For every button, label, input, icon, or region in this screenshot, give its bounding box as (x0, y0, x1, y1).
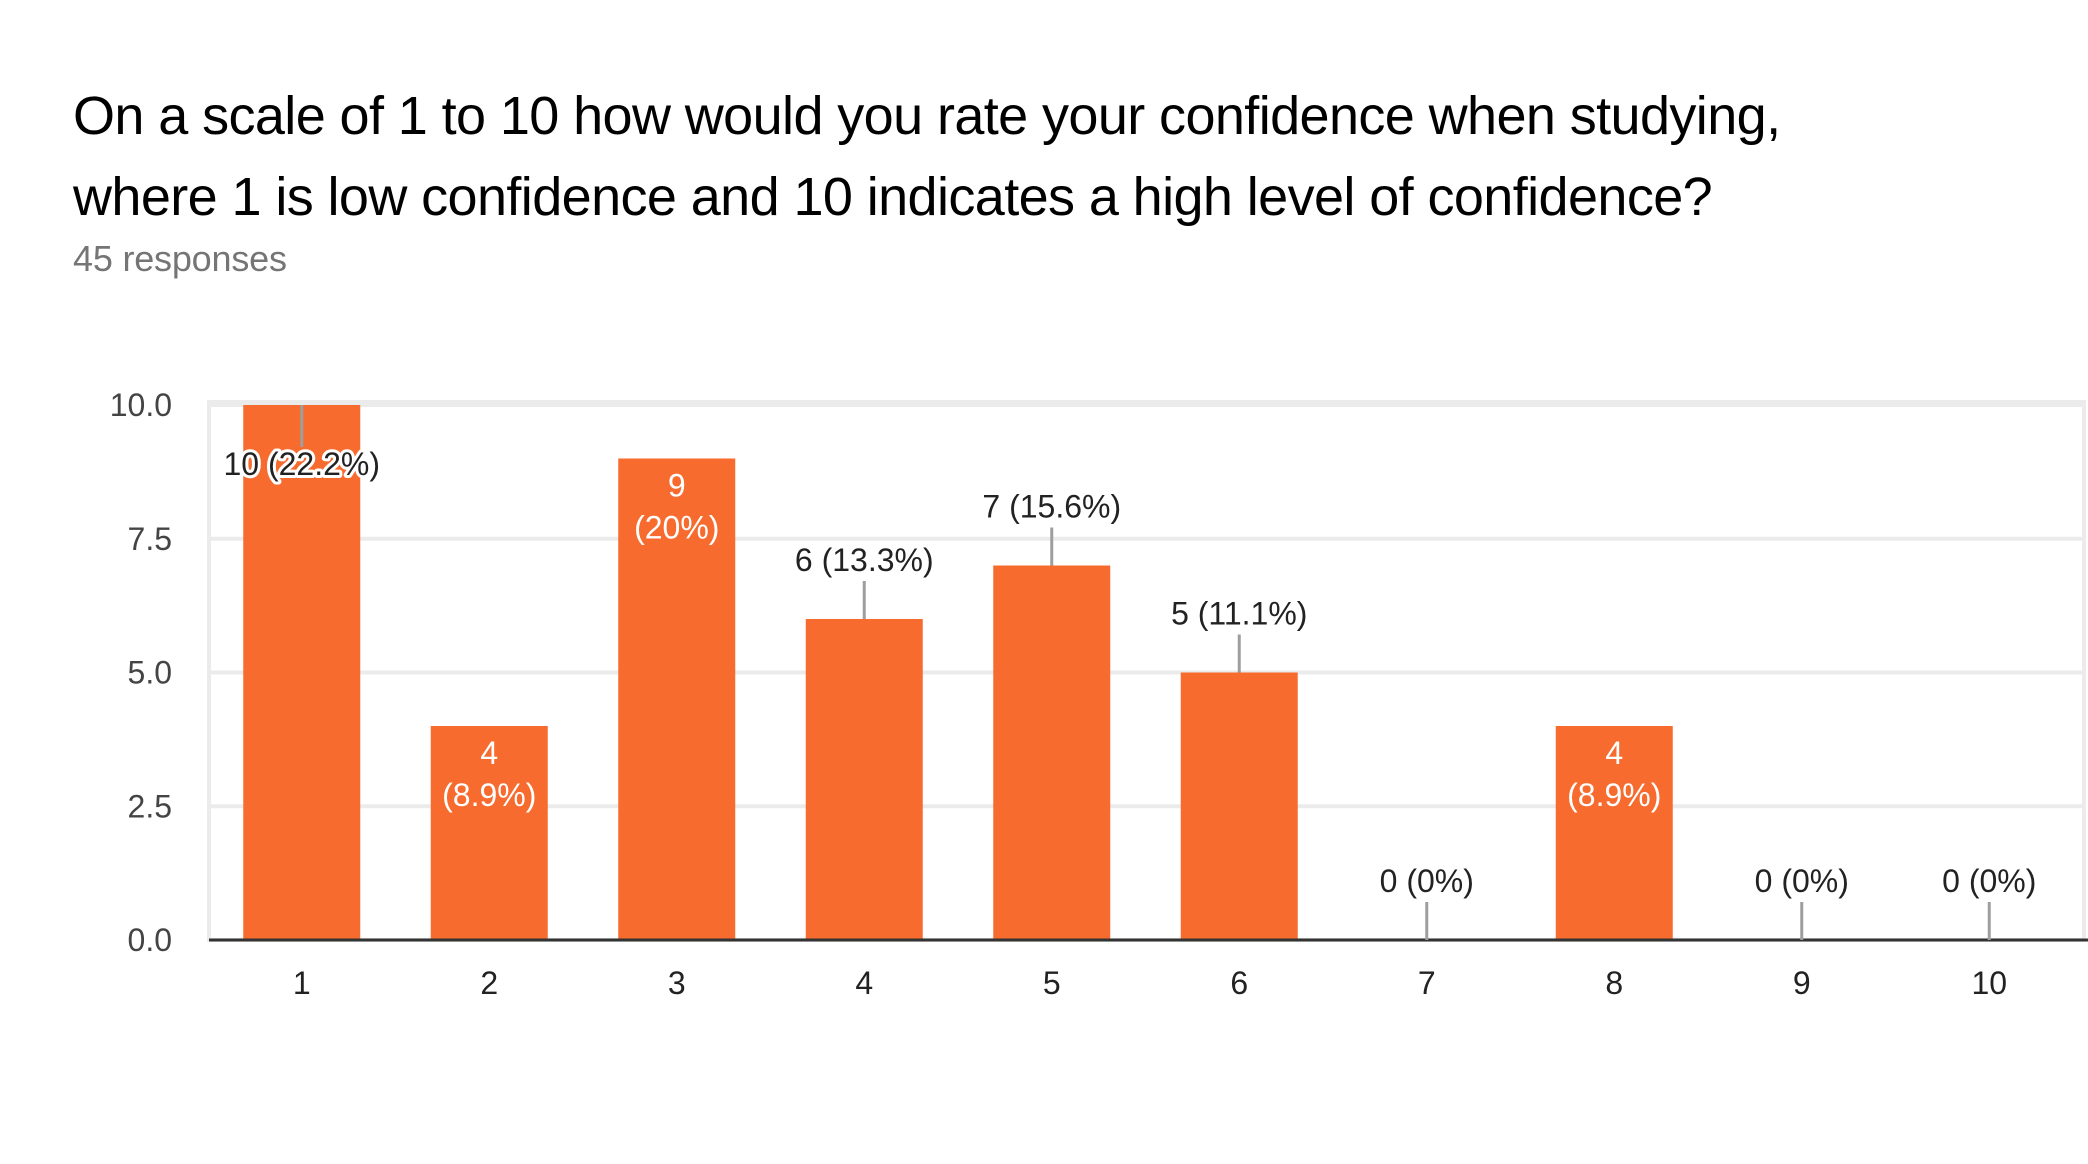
data-label: 4 (480, 735, 498, 771)
x-tick-label: 9 (1793, 965, 1811, 1001)
bar-1[interactable] (243, 405, 361, 940)
bar-2[interactable] (430, 726, 548, 940)
data-label: 0 (0%) (1380, 863, 1474, 899)
bar-6[interactable] (1180, 672, 1298, 941)
x-tick-label: 2 (480, 965, 498, 1001)
x-tick-label: 3 (668, 965, 686, 1001)
x-tick-label: 6 (1230, 965, 1248, 1001)
chart-title-line-2: where 1 is low confidence and 10 indicat… (73, 167, 1713, 227)
bar-5[interactable] (993, 565, 1111, 941)
bar-4[interactable] (805, 619, 923, 940)
chart-title-line-1: On a scale of 1 to 10 how would you rate… (73, 86, 1781, 146)
bar-3[interactable] (618, 458, 736, 941)
bar-8[interactable] (1555, 726, 1673, 940)
data-labels: 10 (22.2%) 4 (8.9%) 9 (20%) 6 (13.3%) 7 (15.6%… (220, 405, 2036, 940)
data-label: 5 (11.1%) (1171, 596, 1307, 632)
x-tick-label: 10 (1971, 965, 2007, 1001)
data-label: 7 (15.6%) (982, 489, 1121, 525)
data-label: 10 (22.2%) (223, 446, 380, 482)
response-count: 45 responses (73, 238, 287, 279)
y-tick-label: 2.5 (128, 788, 172, 824)
x-tick-label: 5 (1043, 965, 1061, 1001)
data-label: (20%) (634, 510, 719, 546)
y-tick-label: 0.0 (128, 922, 172, 958)
x-tick-label: 7 (1418, 965, 1436, 1001)
y-axis: 0.0 2.5 5.0 7.5 10.0 (110, 387, 172, 958)
data-label: 6 (13.3%) (795, 542, 934, 578)
x-tick-label: 4 (855, 965, 873, 1001)
data-label: 0 (0%) (1755, 863, 1849, 899)
x-axis: 1 2 3 4 5 6 7 8 9 10 (293, 965, 2007, 1001)
x-tick-label: 1 (293, 965, 311, 1001)
data-label: 9 (668, 468, 686, 504)
x-tick-label: 8 (1605, 965, 1623, 1001)
y-tick-label: 5.0 (128, 655, 172, 691)
chart-title: On a scale of 1 to 10 how would you rate… (73, 76, 1781, 238)
data-label: 0 (0%) (1942, 863, 2036, 899)
y-tick-label: 7.5 (128, 521, 172, 557)
y-tick-label: 10.0 (110, 387, 172, 423)
data-label: (8.9%) (1567, 777, 1661, 813)
data-label: 4 (1605, 735, 1623, 771)
bars (243, 405, 1673, 940)
data-label: (8.9%) (442, 777, 536, 813)
